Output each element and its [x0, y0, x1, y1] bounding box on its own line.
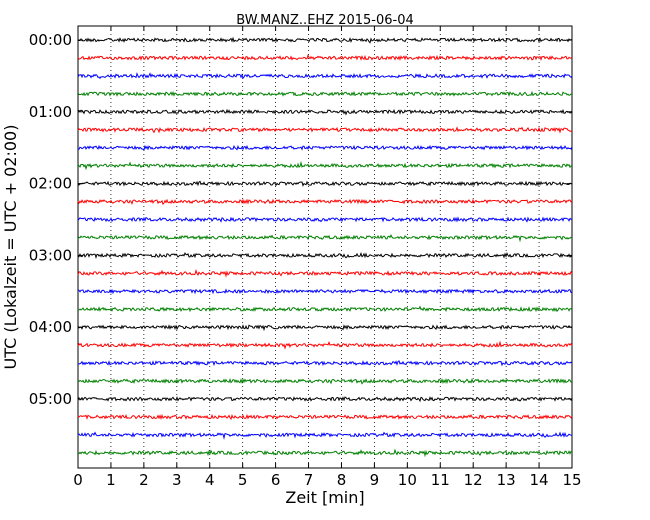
x-tick-label: 8	[337, 471, 347, 489]
trace-0530	[77, 431, 573, 440]
trace-0330	[77, 288, 573, 295]
x-tick-label: 13	[497, 471, 516, 489]
x-tick-label: 15	[562, 471, 581, 489]
x-axis-ticks: 0 1 2 3 4 5 6 7 8 9 10 11 12 13 14 15	[73, 26, 582, 489]
trace-0500	[77, 396, 573, 403]
x-axis-label: Zeit [min]	[285, 488, 364, 507]
trace-0145	[77, 160, 573, 171]
plot-frame	[77, 25, 573, 469]
trace-0230	[77, 216, 573, 223]
x-tick-label: 0	[73, 471, 83, 489]
trace-0045	[77, 90, 573, 98]
x-tick-label: 10	[398, 471, 417, 489]
trace-0115	[77, 126, 573, 134]
y-tick-label: 04:00	[29, 318, 72, 336]
trace-group	[77, 36, 573, 458]
y-axis-label: UTC (Lokalzeit = UTC + 02:00)	[1, 125, 20, 370]
x-tick-label: 1	[106, 471, 116, 489]
trace-0400	[77, 324, 573, 332]
x-tick-label: 3	[172, 471, 182, 489]
trace-0315	[77, 269, 573, 278]
grid-lines	[110, 26, 540, 468]
trace-0200	[77, 180, 573, 187]
x-tick-label: 14	[530, 471, 549, 489]
trace-0030	[77, 72, 573, 80]
chart-title: BW.MANZ..EHZ 2015-06-04	[236, 13, 414, 28]
trace-0215	[77, 198, 573, 206]
trace-0300	[77, 251, 573, 260]
trace-0015	[77, 54, 573, 62]
trace-0100	[77, 108, 573, 116]
x-tick-label: 9	[370, 471, 380, 489]
trace-0415	[77, 340, 573, 350]
trace-0545	[77, 448, 573, 458]
x-tick-label: 6	[271, 471, 281, 489]
x-tick-label: 7	[304, 471, 314, 489]
trace-0445	[77, 377, 573, 385]
x-tick-label: 12	[464, 471, 483, 489]
trace-0000	[77, 36, 573, 44]
y-tick-label: 02:00	[29, 175, 72, 193]
x-tick-label: 2	[139, 471, 149, 489]
y-axis-ticks: 00:00 01:00 02:00 03:00 04:00 05:00	[29, 31, 572, 408]
trace-0130	[77, 144, 573, 151]
x-tick-label: 11	[431, 471, 450, 489]
trace-0515	[77, 413, 573, 421]
y-tick-label: 00:00	[29, 31, 72, 49]
x-tick-label: 4	[205, 471, 215, 489]
x-tick-label: 5	[238, 471, 248, 489]
y-tick-label: 05:00	[29, 390, 72, 408]
y-tick-label: 01:00	[29, 103, 72, 121]
trace-0430	[77, 360, 573, 367]
y-tick-label: 03:00	[29, 246, 72, 264]
trace-0245	[77, 233, 573, 243]
trace-0345	[77, 305, 573, 313]
